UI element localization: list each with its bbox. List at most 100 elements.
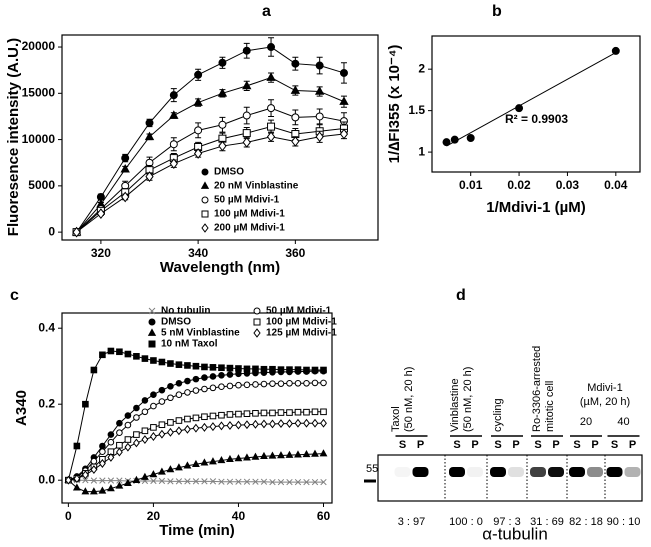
marker <box>99 448 106 456</box>
fraction-label: P <box>512 439 519 451</box>
marker <box>303 366 310 374</box>
marker <box>144 131 155 141</box>
marker <box>107 438 115 446</box>
marker <box>218 383 225 391</box>
series-line <box>76 46 345 233</box>
group-label: cycling <box>492 398 504 432</box>
marker <box>201 478 208 485</box>
marker <box>291 113 300 122</box>
legend-marker <box>201 168 209 176</box>
marker <box>339 128 349 140</box>
marker <box>90 465 98 475</box>
marker <box>107 431 115 438</box>
marker <box>218 120 227 129</box>
marker <box>81 470 89 480</box>
marker <box>158 477 166 485</box>
marker <box>243 453 251 461</box>
marker <box>302 449 311 458</box>
band <box>606 467 623 477</box>
marker <box>120 163 130 173</box>
y-tick-label: 10000 <box>22 132 56 146</box>
marker <box>339 68 348 77</box>
marker <box>235 370 242 378</box>
marker <box>192 423 200 433</box>
trend-line <box>446 52 617 147</box>
marker <box>286 366 293 373</box>
marker <box>201 363 208 371</box>
marker <box>269 380 276 387</box>
legend-label: 10 nM Taxol <box>161 339 218 350</box>
marker <box>252 381 259 388</box>
x-axis-label: Time (min) <box>159 522 235 539</box>
marker <box>201 422 208 432</box>
marker <box>145 118 154 127</box>
marker <box>311 449 319 457</box>
marker <box>226 454 234 463</box>
marker <box>303 380 310 387</box>
fraction-label: S <box>573 439 580 451</box>
marker <box>218 372 225 379</box>
marker <box>268 451 277 459</box>
marker <box>267 43 276 52</box>
legend-marker <box>201 196 209 204</box>
group-label: (50 nM, 20 h) <box>403 367 415 432</box>
marker <box>277 366 285 373</box>
marker <box>194 126 203 135</box>
marker <box>99 477 106 484</box>
marker <box>192 362 200 370</box>
panel-label: d <box>456 287 466 304</box>
marker <box>442 138 451 147</box>
marker <box>339 96 349 105</box>
marker <box>252 365 259 373</box>
marker <box>235 381 242 389</box>
marker <box>82 400 89 408</box>
marker <box>320 418 327 428</box>
marker <box>294 478 302 486</box>
ratio: 97 : 3 <box>493 516 521 528</box>
marker <box>201 374 208 381</box>
marker <box>116 441 123 449</box>
marker <box>158 429 166 439</box>
marker <box>269 365 276 373</box>
marker <box>158 386 166 394</box>
marker <box>311 478 319 486</box>
legend-marker <box>253 318 261 326</box>
marker <box>303 418 310 428</box>
marker <box>184 415 191 423</box>
marker <box>242 129 251 138</box>
legend-marker <box>148 318 156 326</box>
marker <box>303 478 310 486</box>
band <box>449 467 465 477</box>
marker <box>133 404 140 412</box>
group-label: (µM, 20 h) <box>580 396 630 408</box>
legend-label: No tubulin <box>161 306 210 317</box>
legend-marker <box>147 328 157 336</box>
legend-label: DMSO <box>161 317 191 328</box>
marker <box>167 478 174 485</box>
group-label: Mdivi-1 <box>587 382 622 394</box>
dose-label: 20 <box>580 416 592 428</box>
marker <box>133 353 140 360</box>
fraction-label: S <box>534 439 541 451</box>
marker <box>260 380 268 388</box>
marker <box>294 418 302 428</box>
marker <box>311 418 319 428</box>
marker <box>218 140 227 152</box>
marker <box>166 465 175 473</box>
x-tick-label: 0.03 <box>556 178 580 192</box>
marker <box>64 475 72 485</box>
x-tick-label: 360 <box>285 246 305 260</box>
marker <box>141 408 149 416</box>
marker <box>252 478 259 485</box>
marker <box>184 424 191 434</box>
band <box>412 467 429 477</box>
marker <box>175 426 183 436</box>
y-tick-label: 15000 <box>22 85 56 99</box>
y-tick-label: 20000 <box>22 39 56 53</box>
marker <box>303 408 310 416</box>
fraction-label: S <box>453 439 460 451</box>
marker <box>315 112 324 121</box>
x-tick-label: 0.02 <box>507 178 531 192</box>
marker <box>243 478 251 485</box>
fraction-label: P <box>629 439 636 451</box>
